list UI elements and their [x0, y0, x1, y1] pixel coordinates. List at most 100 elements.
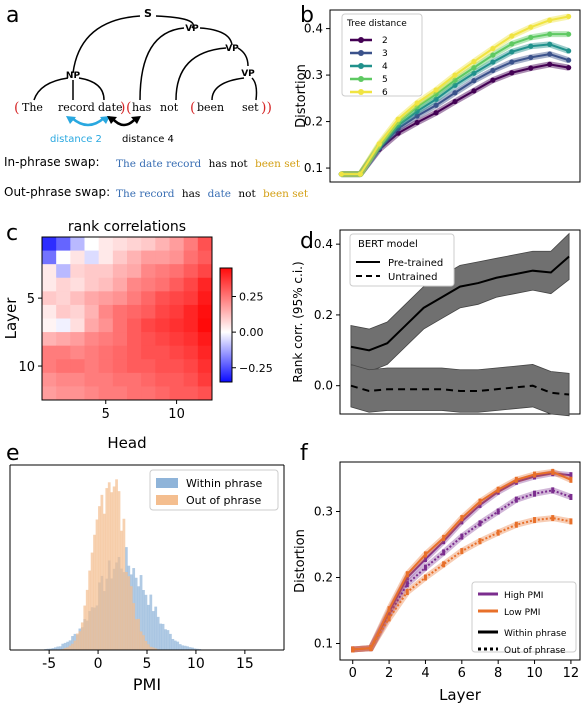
histogram-bar	[154, 648, 158, 650]
heatmap-cell	[155, 277, 170, 292]
x-tick-label: 6	[458, 666, 466, 681]
heatmap-cell	[127, 372, 142, 387]
heatmap-cell	[169, 264, 185, 279]
histogram-bar	[151, 647, 155, 650]
swap-token: not	[238, 188, 256, 200]
data-point	[551, 487, 555, 494]
distance-2-arrow	[71, 117, 105, 127]
histogram-bar	[191, 647, 194, 650]
heatmap-cell	[155, 345, 170, 360]
data-point	[566, 65, 572, 71]
histogram-bar	[164, 629, 167, 650]
y-tick-label: 0.1	[304, 161, 323, 175]
heatmap-cell	[169, 250, 185, 265]
heatmap-cell	[70, 332, 85, 347]
data-point	[395, 116, 401, 122]
heatmap-cell	[127, 304, 142, 319]
data-point	[569, 476, 573, 483]
heatmap-cell	[155, 372, 170, 387]
heatmap-cell	[56, 304, 71, 319]
data-point	[551, 468, 555, 475]
x-tick-label: 4	[421, 666, 429, 681]
heatmap-cell	[169, 237, 185, 252]
data-point	[405, 581, 409, 588]
data-point	[471, 59, 477, 65]
swap-token: been set	[263, 188, 309, 200]
heatmap-cell	[169, 345, 185, 360]
tree-edge	[33, 77, 69, 101]
data-point	[490, 67, 496, 74]
data-point	[528, 34, 534, 41]
histogram-bar	[186, 646, 189, 650]
y-tick-label: 5	[27, 292, 35, 307]
data-point	[551, 515, 555, 522]
histogram-bar	[144, 594, 148, 650]
heatmap-cell	[183, 264, 199, 279]
x-tick-label: 0	[349, 666, 357, 681]
heatmap-cell	[98, 345, 114, 360]
swap-token: been set	[255, 158, 301, 170]
histogram-bar	[127, 576, 131, 650]
arrowhead	[100, 116, 110, 124]
histogram-bar	[107, 482, 111, 650]
heatmap-cell	[56, 277, 71, 292]
arrowhead	[107, 116, 117, 124]
data-point	[471, 65, 477, 71]
heatmap-cell	[98, 291, 114, 306]
data-point	[460, 518, 464, 525]
data-point	[423, 556, 427, 563]
data-point	[433, 91, 439, 97]
histogram-bar	[73, 640, 77, 650]
heatmap-cell	[141, 250, 156, 265]
histogram-bar	[56, 646, 60, 650]
heatmap-cell	[155, 332, 170, 347]
histogram-bar	[78, 631, 82, 650]
histogram-bar	[68, 640, 72, 650]
legend-marker	[358, 76, 364, 82]
heatmap-cell	[70, 318, 85, 333]
heatmap-cell	[56, 332, 71, 347]
x-tick-label: 5	[102, 407, 110, 422]
heatmap-cell	[197, 277, 213, 292]
heatmap-cell	[127, 264, 142, 279]
histogram-bar	[93, 534, 96, 650]
x-tick-label: 2	[385, 666, 393, 681]
data-point	[509, 33, 515, 39]
data-point	[569, 518, 573, 525]
data-point	[547, 31, 553, 37]
histogram-bar	[90, 552, 94, 650]
heatmap-cell	[183, 359, 199, 374]
y-tick-label: 0.2	[314, 308, 333, 322]
histogram-bar	[193, 648, 197, 650]
heatmap-cell	[70, 386, 85, 401]
open-paren: (	[14, 100, 19, 116]
y-axis-label: Rank corr. (95% c.i.)	[291, 261, 305, 382]
data-point	[471, 70, 477, 76]
heatmap-cell	[84, 250, 100, 265]
histogram-bar	[83, 605, 87, 650]
heatmap-cell	[197, 332, 213, 347]
heatmap-cell	[183, 277, 199, 292]
heatmap-cell	[155, 291, 170, 306]
tree-edge	[139, 27, 185, 101]
panel-letter-d: d	[300, 229, 314, 254]
x-tick-label: 8	[494, 666, 502, 681]
heatmap-cell	[127, 291, 142, 306]
heatmap-cell	[112, 291, 128, 306]
heatmap-cell	[56, 386, 71, 401]
heatmap-cell	[127, 277, 142, 292]
series-line-pre-trained	[350, 255, 570, 352]
legend-label: Pre-trained	[388, 258, 443, 269]
y-tick-label: 0.3	[314, 505, 333, 519]
swap-token: The date record	[116, 158, 202, 170]
histogram-bar	[68, 645, 72, 650]
in-phrase-swap-label: In-phrase swap:	[4, 155, 100, 169]
heatmap-cell	[141, 264, 156, 279]
data-point	[528, 24, 534, 30]
y-tick-label: 0.4	[304, 22, 323, 36]
heatmap-cell	[70, 345, 85, 360]
legend-swatch	[156, 478, 178, 488]
data-point	[528, 43, 534, 49]
heatmap-cell	[42, 345, 57, 360]
data-point	[547, 61, 553, 67]
